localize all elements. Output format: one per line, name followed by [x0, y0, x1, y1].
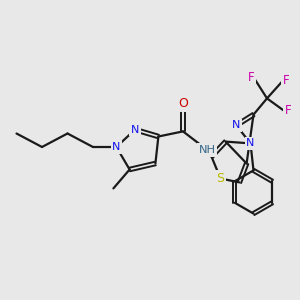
Text: N: N	[112, 142, 121, 152]
Text: N: N	[232, 120, 241, 130]
Text: N: N	[131, 124, 139, 135]
Text: O: O	[178, 97, 188, 110]
Text: F: F	[283, 74, 290, 87]
Text: F: F	[248, 70, 254, 84]
Text: NH: NH	[198, 145, 216, 155]
Text: S: S	[217, 172, 224, 185]
Text: F: F	[285, 104, 291, 118]
Text: N: N	[246, 138, 255, 148]
